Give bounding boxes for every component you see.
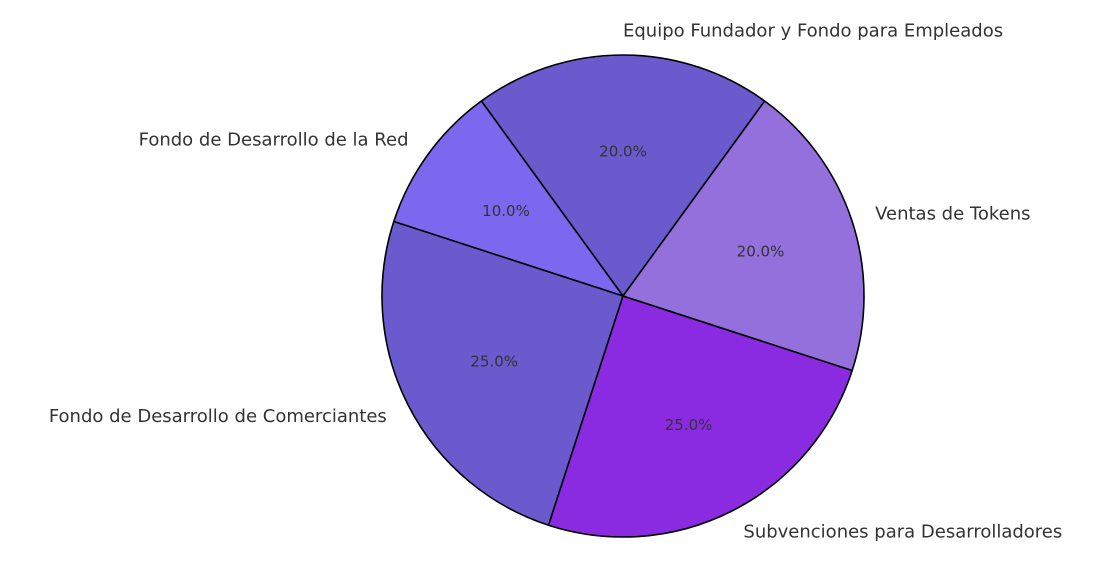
slice-percent-label: 25.0% <box>665 416 713 434</box>
pie-slices <box>381 54 865 538</box>
pie-slice <box>381 220 624 526</box>
pie-labels: 20.0% Equipo Fundador y Fondo para Emplea… <box>49 20 1062 542</box>
slice-category-label: Fondo de Desarrollo de Comerciantes <box>49 406 387 427</box>
slice-percent-label: 25.0% <box>470 353 518 371</box>
pie-slice <box>622 100 865 372</box>
slice-percent-label: 20.0% <box>737 242 785 260</box>
slice-category-label: Fondo de Desarrollo de la Red <box>139 130 409 151</box>
slice-category-label: Subvenciones para Desarrolladores <box>743 522 1062 543</box>
slice-percent-label: 20.0% <box>599 142 647 160</box>
slice-category-label: Equipo Fundador y Fondo para Empleados <box>623 20 1003 41</box>
pie-slice <box>480 54 766 297</box>
slice-category-label: Ventas de Tokens <box>875 204 1030 225</box>
slice-percent-label: 10.0% <box>482 202 530 220</box>
pie-slice <box>393 100 624 297</box>
pie-slice <box>547 295 853 538</box>
